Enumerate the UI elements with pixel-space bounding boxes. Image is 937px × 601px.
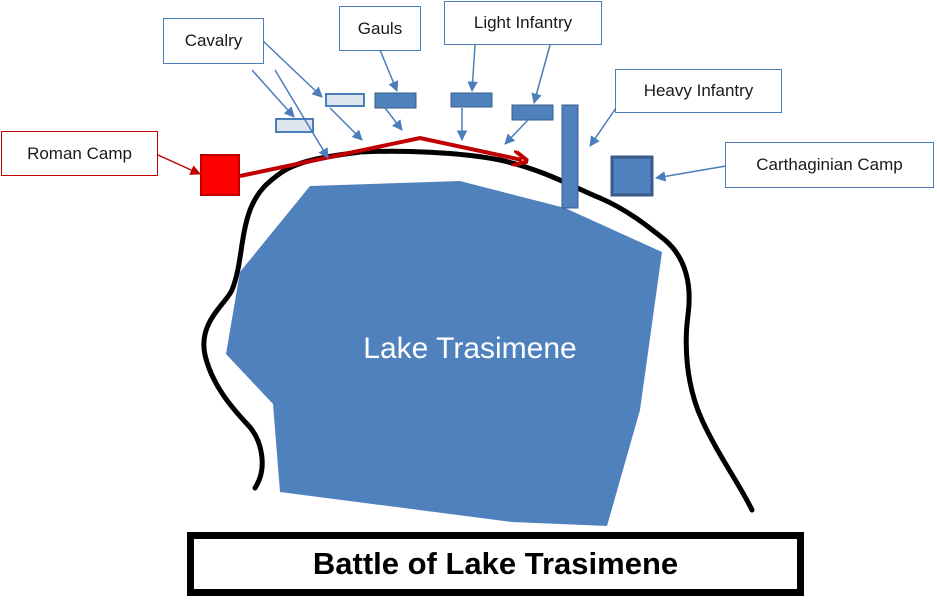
cavalry-callout: Cavalry (163, 18, 264, 64)
carthaginian-camp-callout: Carthaginian Camp (725, 142, 934, 188)
roman-march-path (239, 135, 522, 178)
heavy-infantry-callout: Heavy Infantry (615, 69, 782, 113)
diagram-title: Battle of Lake Trasimene (312, 546, 679, 581)
roman-camp-label: Roman Camp (27, 143, 132, 163)
title-box: Battle of Lake Trasimene (187, 532, 804, 596)
gauls-pointer (384, 107, 403, 131)
gauls-callout: Gauls (339, 6, 421, 51)
light-infantry-label: Light Infantry (473, 13, 573, 32)
roman-camp-callout: Roman Camp (1, 131, 158, 176)
cavalry-label: Cavalry (184, 31, 243, 50)
roman-camp-marker (200, 154, 240, 196)
light-infantry-unit (511, 104, 554, 121)
cavalry-pointer (329, 107, 363, 141)
carthaginian-camp-marker (610, 155, 654, 197)
light-infantry-pointer (531, 44, 551, 105)
cavalry-pointer (261, 39, 323, 98)
gauls-pointer (379, 49, 399, 92)
cavalry-pointer (251, 69, 295, 118)
gauls-label: Gauls (357, 18, 403, 38)
cavalry-unit (275, 118, 314, 133)
light-infantry-pointer (504, 119, 529, 145)
roman-camp-pointer (157, 154, 201, 175)
light-infantry-callout: Light Infantry (444, 1, 602, 45)
lake-label: Lake Trasimene (363, 332, 577, 365)
carthaginian-camp-pointer (654, 165, 727, 182)
light-infantry-unit (450, 92, 493, 108)
heavy-infantry-label: Heavy Infantry (643, 81, 754, 100)
shoreline (201, 148, 755, 513)
lake-shape (226, 181, 662, 526)
heavy-infantry-unit (561, 104, 579, 209)
gauls-unit (374, 92, 417, 109)
heavy-infantry-pointer (589, 104, 619, 147)
cavalry-unit (325, 93, 365, 107)
light-infantry-pointer (467, 44, 478, 93)
carthaginian-camp-label: Carthaginian Camp (756, 155, 903, 174)
cavalry-pointer (274, 69, 329, 159)
